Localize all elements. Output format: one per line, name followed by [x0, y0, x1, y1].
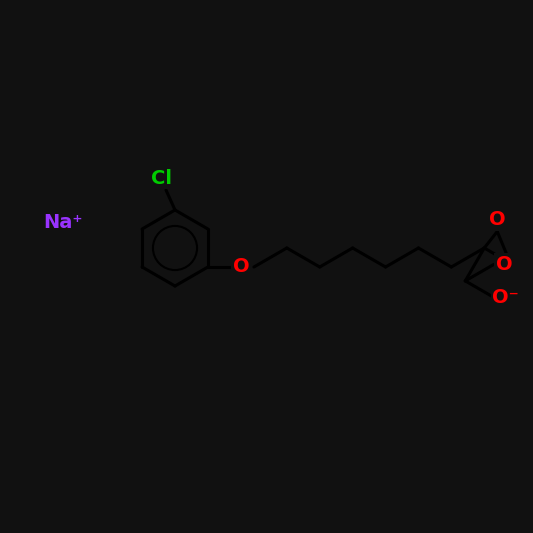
Text: O⁻: O⁻	[492, 288, 519, 307]
Text: Na⁺: Na⁺	[43, 214, 83, 232]
Text: O: O	[496, 255, 512, 274]
Text: O: O	[232, 257, 249, 277]
Text: O: O	[489, 210, 506, 229]
Text: Cl: Cl	[150, 168, 172, 188]
